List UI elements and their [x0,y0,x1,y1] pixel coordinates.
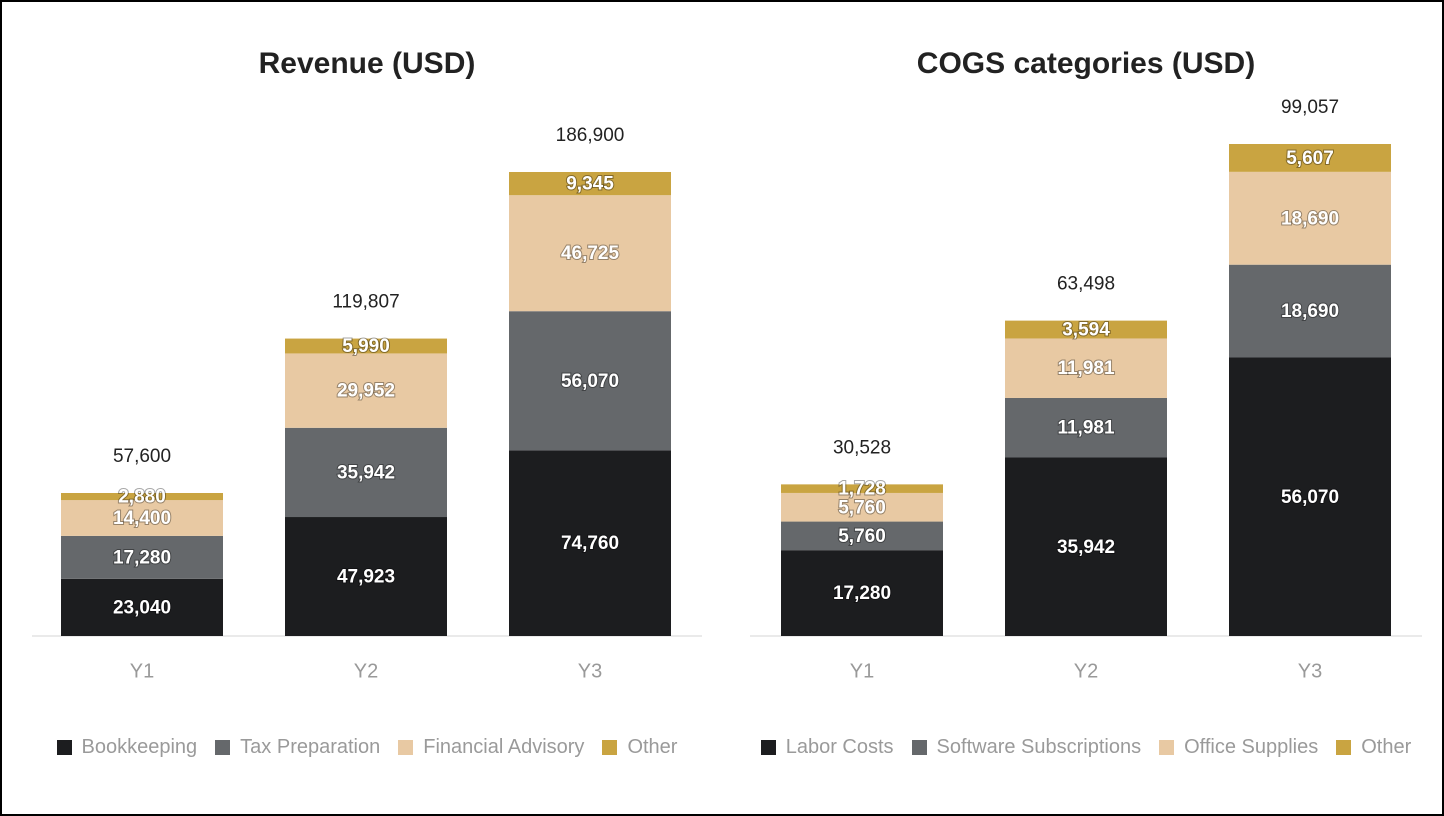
bar-segment [61,535,223,579]
value-label: 18,690 [1281,208,1339,229]
legend-item: Labor Costs [760,734,894,760]
bar-segment [61,493,223,501]
value-label: 5,760 [838,526,886,547]
value-label: 14,400 [113,508,171,529]
total-label: 30,528 [833,437,891,458]
bar-segment [509,172,671,196]
legend-item: Bookkeeping [56,734,198,760]
bar-segment [1229,357,1391,636]
x-tick-label: Y1 [850,660,874,682]
value-label: 1,728 [838,479,886,500]
value-label: 29,952 [337,381,395,402]
x-tick-label: Y3 [1298,660,1322,682]
legend-swatch [215,739,231,755]
legend-item: Office Supplies [1159,734,1318,760]
legend-swatch [911,739,927,755]
bar-segment [1005,320,1167,339]
value-label: 18,690 [1281,301,1339,322]
legend-label: Office Supplies [1184,735,1319,758]
x-tick-label: Y1 [130,660,154,682]
value-label: 74,760 [561,533,619,554]
value-label: 56,070 [561,371,619,392]
bar-segment [1229,144,1391,172]
legend: Bookkeeping Tax Preparation Financial Advi… [47,734,687,760]
bar-segment [285,338,447,354]
x-tick-label: Y2 [354,660,378,682]
bar-segment [781,492,943,522]
total-label: 186,900 [556,125,625,146]
bar-segment [61,500,223,536]
bar-segment [509,450,671,636]
x-tick-label: Y3 [578,660,602,682]
total-label: 57,600 [113,446,171,467]
total-label: 99,057 [1281,97,1339,118]
value-label: 2,880 [118,487,166,508]
bar-segment [781,550,943,636]
bar-segment [781,484,943,493]
chart-title: COGS categories (USD) [917,47,1255,80]
legend-label: Financial Advisory [423,735,585,758]
value-label: 5,760 [838,497,886,518]
legend-swatch [1159,739,1175,755]
value-label: 47,923 [337,567,395,588]
value-label: 46,725 [561,243,620,264]
chart-title: Revenue (USD) [259,47,476,80]
bar-segment [1005,457,1167,636]
x-tick-label: Y2 [1074,660,1098,682]
legend-swatch [760,739,776,755]
bar-segment [61,578,223,636]
value-label: 56,070 [1281,487,1339,508]
value-label: 5,990 [342,336,390,357]
legend-label: Bookkeeping [81,735,198,758]
bar-segment [285,427,447,518]
bar-segment [285,353,447,428]
bar-segment [1005,338,1167,398]
bar-segment [1229,264,1391,358]
value-label: 23,040 [113,597,171,618]
legend-label: Software Subscriptions [936,735,1142,758]
legend-swatch [56,739,72,755]
bar-segment [781,521,943,551]
value-label: 5,607 [1286,148,1334,169]
legend-item: Other [602,734,677,760]
bar-segment [1229,171,1391,265]
legend-label: Other [627,735,678,758]
bar-segment [509,311,671,451]
value-label: 11,981 [1057,358,1114,379]
legend-swatch [602,739,618,755]
legend-swatch [1336,739,1352,755]
value-label: 35,942 [1057,537,1115,558]
value-label: 17,280 [113,547,171,568]
legend-item: Software Subscriptions [911,734,1142,760]
value-label: 11,981 [1057,418,1114,439]
total-label: 119,807 [332,292,399,313]
legend-label: Tax Preparation [240,735,381,758]
legend-label: Labor Costs [785,735,894,758]
legend-label: Other [1361,735,1412,758]
bar-segment [509,195,671,312]
legend: Labor Costs Software Subscriptions Office … [746,734,1426,760]
legend-item: Other [1336,734,1411,760]
total-label: 63,498 [1057,274,1115,295]
value-label: 9,345 [566,174,614,195]
value-label: 17,280 [833,583,891,604]
legend-item: Tax Preparation [215,734,380,760]
legend-swatch [398,739,414,755]
value-label: 3,594 [1062,320,1110,341]
bar-segment [1005,397,1167,458]
legend-item: Financial Advisory [398,734,584,760]
value-label: 35,942 [337,462,395,483]
bar-segment [285,517,447,636]
